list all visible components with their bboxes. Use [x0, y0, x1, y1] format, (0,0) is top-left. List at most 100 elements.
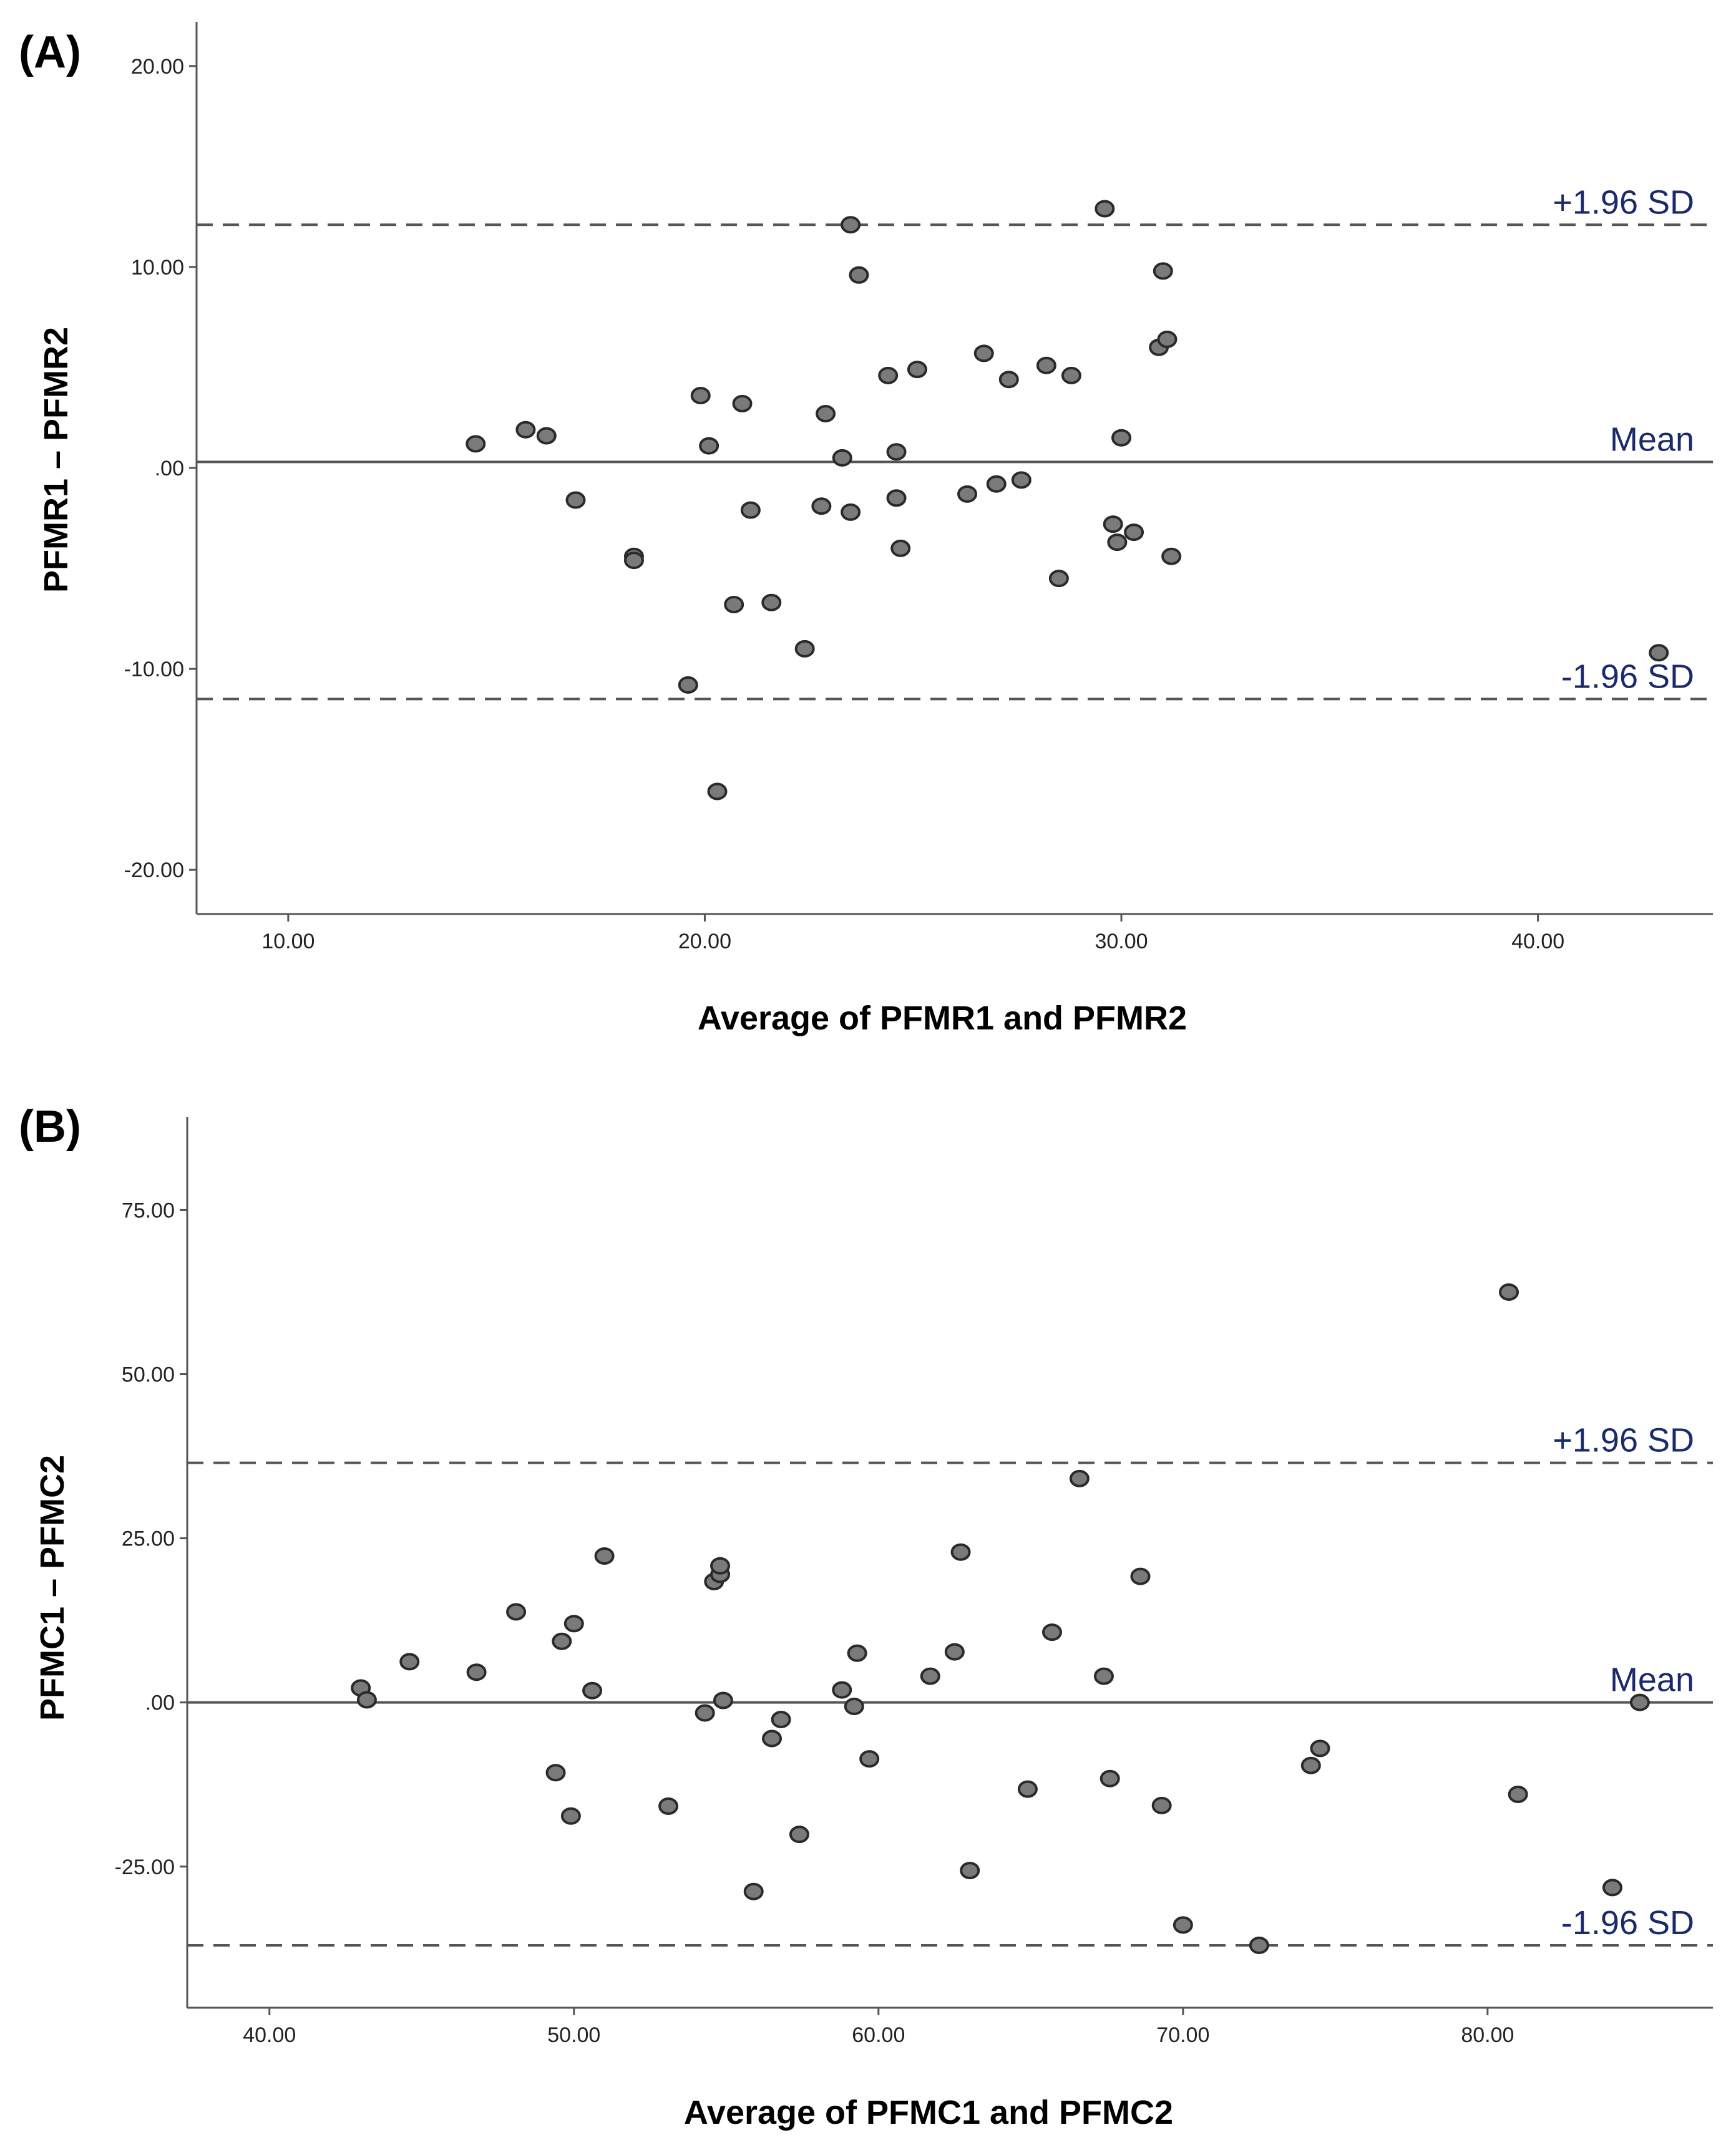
- panel-a-y-tick-label: -20.00: [124, 858, 184, 882]
- panel-b-label: (B): [19, 1102, 81, 1152]
- panel-b-y-tick-label: -25.00: [115, 1855, 175, 1879]
- panel-b-data-point: [695, 1704, 715, 1722]
- panel-a-mean-label: Mean: [1610, 421, 1694, 458]
- panel-a-data-point: [1111, 429, 1132, 447]
- panel-b-data-point: [594, 1547, 615, 1565]
- panel-b-data-point: [710, 1557, 731, 1575]
- panel-a-x-tick-label: 40.00: [1511, 930, 1564, 953]
- panel-b-data-point: [762, 1729, 783, 1748]
- panel-a-chart: (A) PFMR1 – PFMR2 Average of PFMR1 and P…: [19, 22, 1713, 1037]
- panel-b-x-tick-label: 60.00: [852, 2023, 905, 2047]
- panel-b-data-point: [944, 1643, 965, 1661]
- panel-a-lower-limit-label: -1.96 SD: [1561, 658, 1694, 695]
- panel-b-data-point: [560, 1807, 581, 1825]
- panel-b-data-point: [563, 1615, 584, 1633]
- panel-a-data-point: [794, 640, 815, 658]
- panel-b-x-axis-title: Average of PFMC1 and PFMC2: [684, 2094, 1173, 2131]
- panel-b-data-point: [847, 1644, 867, 1662]
- panel-b-data-point: [399, 1653, 420, 1671]
- panel-a-data-point: [816, 405, 836, 423]
- panel-b-lower-limit-label: -1.96 SD: [1561, 1904, 1694, 1942]
- panel-b-data-point: [950, 1543, 971, 1561]
- panel-b-x-tick-label: 70.00: [1156, 2023, 1209, 2047]
- panel-b-data-point: [1629, 1693, 1650, 1711]
- panel-b-data-point: [1508, 1785, 1528, 1803]
- panel-a-y-axis-title: PFMR1 – PFMR2: [37, 327, 75, 593]
- panel-a-data-point: [890, 539, 911, 557]
- panel-b-data-point: [713, 1691, 733, 1710]
- panel-a-y-tick-label: 10.00: [131, 256, 184, 280]
- panel-b-upper-limit-label: +1.96 SD: [1553, 1422, 1694, 1459]
- panel-a-label: (A): [19, 27, 81, 77]
- panel-b-x-tick-label: 50.00: [547, 2023, 600, 2047]
- panel-b-data-point: [1130, 1567, 1151, 1585]
- panel-a-data-point: [1011, 471, 1031, 489]
- panel-b-mean-label: Mean: [1610, 1661, 1694, 1699]
- panel-a-data-point: [998, 371, 1019, 389]
- panel-a-data-point: [1048, 570, 1069, 588]
- panel-a-data-point: [849, 266, 869, 284]
- panel-a-x-axis-title: Average of PFMR1 and PFMR2: [698, 999, 1187, 1037]
- panel-b-data-point: [658, 1797, 679, 1815]
- panel-a-data-point: [1153, 262, 1173, 280]
- panel-b-x-tick-label: 40.00: [243, 2023, 296, 2047]
- panel-a-y-tick-label: .00: [155, 457, 184, 480]
- panel-b-data-point: [1069, 1469, 1090, 1487]
- panel-b-data-point: [1041, 1623, 1062, 1641]
- panel-b-data-point: [1093, 1667, 1114, 1685]
- panel-b-data-point: [789, 1826, 809, 1844]
- panel-b-y-tick-label: 50.00: [122, 1363, 175, 1387]
- panel-b-data-point: [1310, 1739, 1330, 1758]
- panel-a-upper-limit-label: +1.96 SD: [1553, 183, 1694, 221]
- panel-b-y-tick-label: 75.00: [122, 1199, 175, 1222]
- panel-a-data-point: [623, 552, 644, 570]
- panel-a-data-point: [565, 491, 586, 509]
- panel-a-data-point: [811, 497, 832, 515]
- panel-a-data-point: [1103, 515, 1123, 533]
- panel-a-data-point: [841, 216, 861, 234]
- panel-a-data-point: [1649, 644, 1669, 662]
- panel-a-data-point: [907, 361, 927, 379]
- panel-b-data-point: [506, 1603, 527, 1621]
- panel-b-data-point: [1249, 1937, 1269, 1955]
- panel-a-y-tick-label: 20.00: [131, 55, 184, 79]
- panel-b-data-point: [1017, 1780, 1038, 1798]
- panel-a-data-point: [841, 503, 861, 521]
- panel-a-data-point: [1095, 200, 1115, 218]
- panel-a-data-point: [1161, 547, 1182, 565]
- panel-a-x-tick-label: 30.00: [1095, 930, 1148, 953]
- panel-b-data-point: [832, 1681, 852, 1699]
- panel-a-data-point: [740, 501, 761, 519]
- panel-a-data-point: [973, 344, 994, 362]
- panel-a-data-point: [886, 489, 907, 507]
- panel-b-data-point: [1499, 1283, 1519, 1301]
- panel-a-data-point: [732, 394, 753, 412]
- panel-b-y-tick-label: .00: [145, 1691, 175, 1715]
- panel-a-data-point: [690, 387, 711, 405]
- panel-b-data-point: [771, 1711, 791, 1729]
- panel-a-y-tick-label: -10.00: [124, 658, 184, 681]
- panel-b-data-point: [1602, 1879, 1622, 1897]
- panel-b-y-tick-label: 25.00: [122, 1527, 175, 1551]
- panel-a-data-point: [536, 427, 557, 445]
- panel-b-data-point: [1100, 1769, 1120, 1787]
- panel-a-data-point: [957, 485, 978, 503]
- panel-b-data-point: [859, 1750, 880, 1768]
- panel-a-data-point: [724, 596, 744, 614]
- panel-a-data-point: [678, 676, 698, 694]
- panel-b-data-point: [356, 1691, 377, 1709]
- panel-a-x-tick-label: 10.00: [261, 930, 315, 953]
- panel-b-data-point: [1151, 1796, 1172, 1814]
- panel-b-data-point: [545, 1764, 566, 1782]
- panel-b-data-point: [844, 1697, 864, 1715]
- panel-a-data-point: [1036, 356, 1056, 374]
- panel-a-x-tick-label: 20.00: [678, 930, 731, 953]
- panel-b-data-point: [743, 1882, 764, 1900]
- panel-a-data-point: [1124, 523, 1144, 542]
- panel-a-data-point: [1061, 366, 1081, 384]
- panel-a-data-point: [466, 435, 486, 453]
- panel-b-chart: (B) PFMC1 – PFMC2 Average of PFMC1 and P…: [19, 1102, 1713, 2131]
- panel-b-data-point: [466, 1663, 487, 1681]
- panel-a-data-point: [986, 475, 1007, 493]
